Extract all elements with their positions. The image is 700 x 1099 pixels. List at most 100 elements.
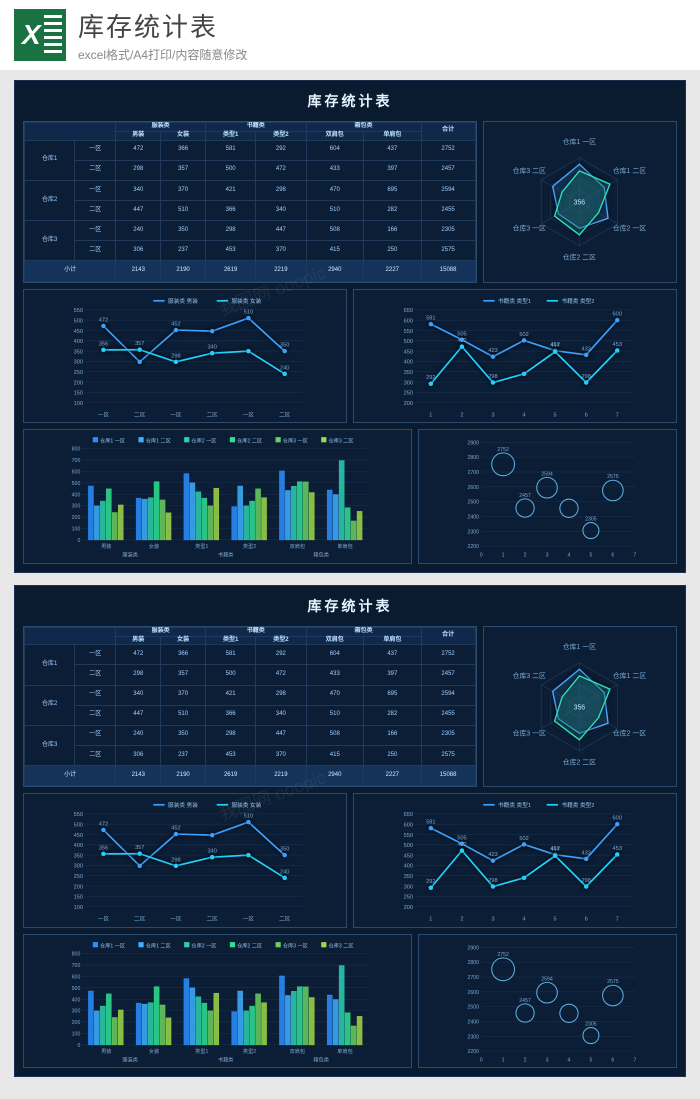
svg-text:432: 432: [581, 851, 590, 857]
svg-text:200: 200: [404, 905, 413, 911]
svg-text:一区: 一区: [243, 411, 255, 418]
svg-text:仓库2 二区: 仓库2 二区: [563, 253, 596, 262]
svg-text:700: 700: [72, 458, 81, 464]
svg-text:6: 6: [585, 412, 588, 418]
svg-text:298: 298: [581, 373, 590, 379]
svg-text:单肩包: 单肩包: [337, 542, 353, 550]
svg-text:600: 600: [72, 470, 81, 476]
svg-text:仓库3 一区: 仓库3 一区: [513, 224, 546, 233]
svg-text:二区: 二区: [207, 916, 219, 923]
dashboard-title: 库存统计表: [23, 91, 677, 111]
svg-text:250: 250: [74, 370, 83, 376]
svg-text:1: 1: [501, 1057, 504, 1063]
svg-text:一区: 一区: [98, 411, 110, 418]
svg-text:450: 450: [74, 328, 83, 334]
svg-text:400: 400: [404, 359, 413, 365]
svg-text:200: 200: [404, 401, 413, 407]
svg-text:3: 3: [491, 917, 494, 923]
svg-text:200: 200: [74, 380, 83, 386]
svg-text:5: 5: [554, 412, 557, 418]
svg-text:2600: 2600: [467, 990, 479, 996]
line-chart-left: 服装类 男装服装类 女装1001502002503003504004505005…: [23, 289, 347, 424]
subtitle: excel格式/A4打印/内容随意修改: [78, 46, 686, 63]
svg-text:450: 450: [74, 833, 83, 839]
svg-text:250: 250: [74, 874, 83, 880]
svg-text:300: 300: [72, 504, 81, 510]
svg-text:500: 500: [72, 481, 81, 487]
svg-text:2: 2: [460, 917, 463, 923]
svg-text:200: 200: [72, 1020, 81, 1026]
svg-text:仓库3 二区: 仓库3 二区: [328, 436, 353, 444]
svg-text:仓库1 二区: 仓库1 二区: [613, 671, 646, 680]
svg-text:仓库2 一区: 仓库2 一区: [613, 224, 646, 233]
svg-text:500: 500: [74, 318, 83, 324]
svg-text:447: 447: [550, 847, 559, 853]
svg-text:453: 453: [613, 342, 622, 348]
dashboard-title: 库存统计表: [23, 596, 677, 616]
svg-text:500: 500: [74, 823, 83, 829]
svg-text:350: 350: [280, 847, 289, 853]
svg-text:340: 340: [207, 849, 216, 855]
radar-chart: 仓库1 一区仓库1 二区仓库2 一区仓库2 二区仓库3 一区仓库3 二区356: [483, 121, 677, 283]
svg-text:452: 452: [171, 321, 180, 327]
svg-text:仓库1 二区: 仓库1 二区: [613, 166, 646, 175]
svg-text:150: 150: [74, 895, 83, 901]
svg-text:仓库1 一区: 仓库1 一区: [100, 436, 125, 444]
svg-text:298: 298: [171, 353, 180, 359]
svg-text:二区: 二区: [207, 411, 219, 418]
svg-text:250: 250: [404, 895, 413, 901]
svg-text:服装类 男装: 服装类 男装: [168, 297, 198, 305]
svg-text:仓库1 二区: 仓库1 二区: [146, 941, 171, 949]
svg-text:2575: 2575: [607, 979, 619, 985]
svg-text:300: 300: [72, 1009, 81, 1015]
svg-text:2800: 2800: [467, 455, 479, 461]
svg-text:0: 0: [77, 1043, 80, 1049]
svg-text:仓库2 一区: 仓库2 一区: [191, 941, 216, 949]
svg-text:292: 292: [426, 375, 435, 381]
svg-text:400: 400: [74, 339, 83, 345]
svg-text:600: 600: [72, 974, 81, 980]
svg-text:450: 450: [404, 854, 413, 860]
svg-text:700: 700: [72, 963, 81, 969]
svg-text:服装类 女装: 服装类 女装: [231, 801, 261, 809]
svg-text:2752: 2752: [497, 952, 509, 958]
svg-text:356: 356: [574, 200, 586, 207]
inventory-table: 服装类书籍类箱包类合计男装女装类型1类型2双肩包单肩包仓库1一区47236658…: [23, 626, 477, 788]
svg-text:432: 432: [581, 346, 590, 352]
svg-text:298: 298: [488, 878, 497, 884]
svg-text:7: 7: [616, 917, 619, 923]
svg-text:356: 356: [99, 846, 108, 852]
svg-text:男装: 男装: [101, 1047, 111, 1055]
svg-text:600: 600: [613, 816, 622, 822]
excel-icon: [14, 9, 66, 61]
svg-text:100: 100: [74, 905, 83, 911]
svg-text:472: 472: [457, 842, 466, 848]
svg-text:505: 505: [457, 331, 466, 337]
svg-text:二区: 二区: [134, 411, 146, 418]
svg-text:仓库2 二区: 仓库2 二区: [563, 757, 596, 766]
svg-text:550: 550: [404, 833, 413, 839]
svg-text:300: 300: [74, 864, 83, 870]
svg-text:340: 340: [207, 344, 216, 350]
svg-text:仓库3 二区: 仓库3 二区: [328, 941, 353, 949]
bar-chart: 仓库1 一区仓库1 二区仓库2 一区仓库2 二区仓库3 一区仓库3 二区0100…: [23, 429, 412, 564]
svg-text:300: 300: [404, 885, 413, 891]
svg-text:350: 350: [280, 342, 289, 348]
svg-text:2305: 2305: [585, 517, 597, 523]
svg-text:423: 423: [488, 852, 497, 858]
svg-text:100: 100: [74, 401, 83, 407]
svg-text:350: 350: [404, 370, 413, 376]
svg-text:双肩包: 双肩包: [290, 1047, 306, 1055]
svg-text:书籍类 类型2: 书籍类 类型2: [561, 297, 594, 305]
bubble-chart: 2200230024002500260027002800290001234567…: [418, 429, 677, 564]
svg-text:二区: 二区: [279, 916, 291, 923]
svg-text:4: 4: [522, 412, 525, 418]
svg-text:类型1: 类型1: [195, 542, 208, 550]
inventory-table: 服装类书籍类箱包类合计男装女装类型1类型2双肩包单肩包仓库1一区47236658…: [23, 121, 477, 283]
svg-text:双肩包: 双肩包: [290, 542, 306, 550]
svg-text:书籍类: 书籍类: [218, 1055, 234, 1063]
svg-text:2800: 2800: [467, 960, 479, 966]
svg-text:书籍类 类型2: 书籍类 类型2: [561, 801, 594, 809]
svg-text:240: 240: [280, 365, 289, 371]
svg-text:581: 581: [426, 315, 435, 321]
